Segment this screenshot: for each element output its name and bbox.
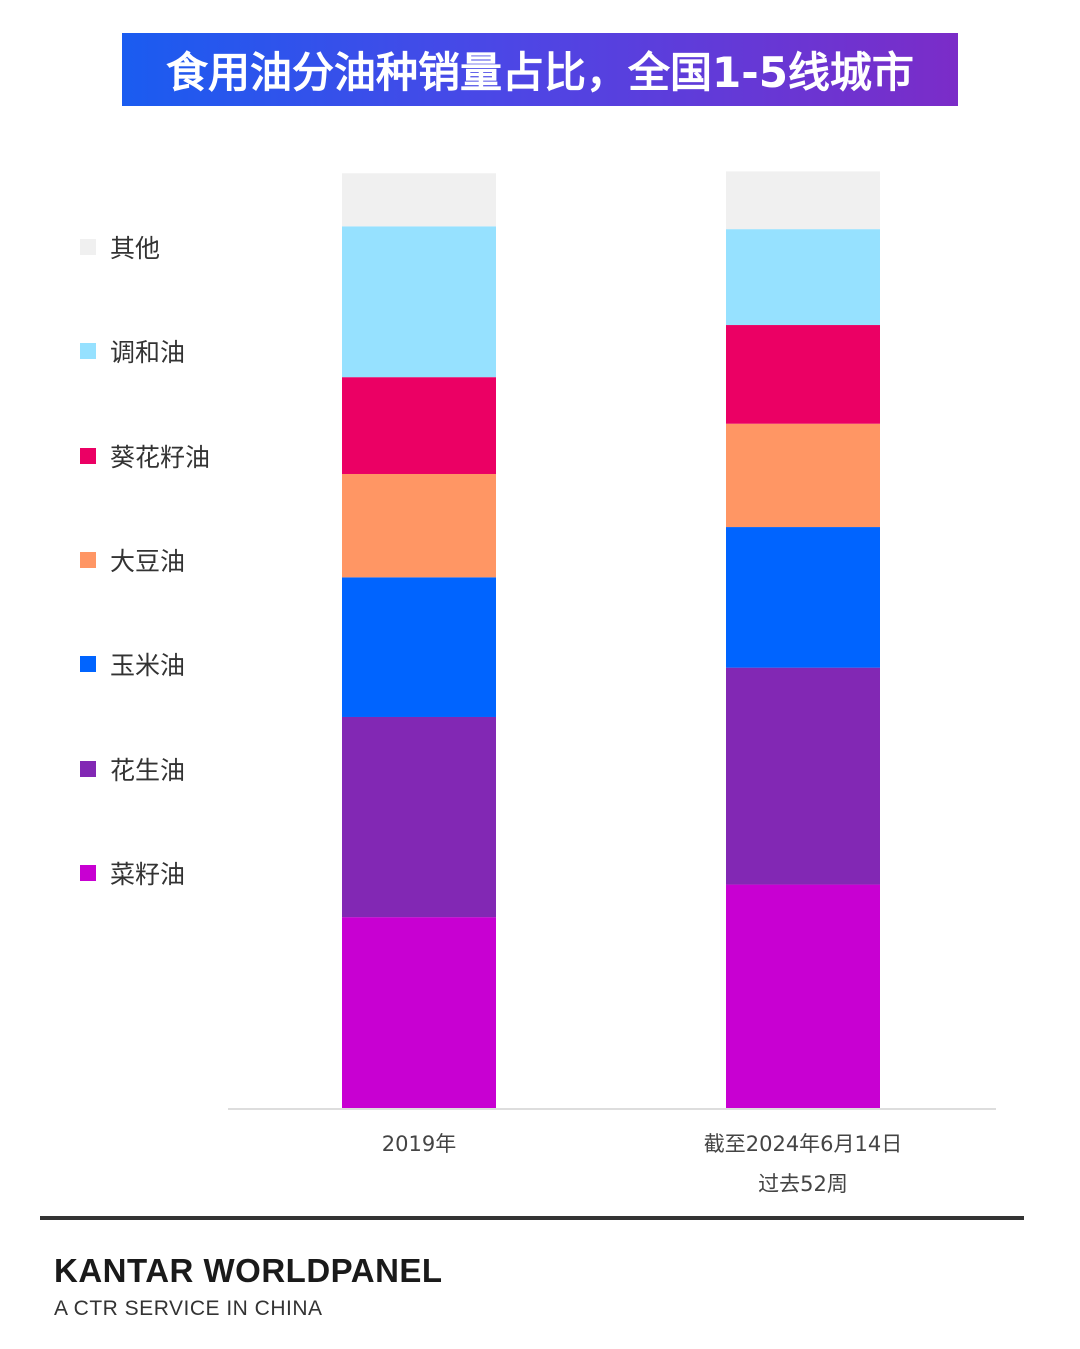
bar-segment (342, 917, 496, 1108)
legend-swatch (80, 551, 96, 568)
legend-swatch (80, 760, 96, 777)
legend-item: 大豆油 (80, 545, 186, 576)
bar-segment (342, 173, 496, 227)
bar-segment (342, 716, 496, 918)
bar-segment (726, 171, 880, 230)
x-tick-label: 2019年 (382, 1132, 456, 1156)
bar-segment (342, 377, 496, 474)
legend-swatch (80, 343, 96, 360)
legend-swatch (80, 239, 96, 255)
legend-item: 花生油 (80, 754, 186, 785)
legend-label: 玉米油 (110, 651, 186, 681)
legend-label: 调和油 (110, 338, 186, 368)
bar-segment (726, 325, 880, 424)
legend-swatch (80, 656, 96, 673)
brand-tagline: A CTR SERVICE IN CHINA (54, 1297, 323, 1320)
bar-segment (726, 667, 880, 885)
x-tick-label: 截至2024年6月14日 (704, 1132, 903, 1156)
legend-label: 菜籽油 (110, 859, 186, 889)
x-tick-label: 过去52周 (758, 1172, 848, 1196)
bar-segment (726, 229, 880, 326)
legend-item: 调和油 (80, 336, 186, 368)
legend-swatch (80, 864, 96, 881)
bar-segment (342, 473, 496, 578)
bar-segment (726, 884, 880, 1108)
legend-label: 大豆油 (110, 546, 186, 576)
bar-segment (342, 226, 496, 378)
brand-logo-text: KANTAR WORLDPANEL (54, 1252, 443, 1289)
legend-item: 玉米油 (80, 649, 186, 681)
chart-title: 食用油分油种销量占比，全国1-5线城市 (166, 48, 914, 97)
bar-segment (726, 527, 880, 668)
legend-label: 葵花籽油 (110, 442, 211, 472)
bar-segment (726, 423, 880, 528)
title-banner: 食用油分油种销量占比，全国1-5线城市 (122, 33, 958, 106)
footer-divider (40, 1216, 1024, 1220)
legend-label: 其他 (110, 234, 161, 263)
legend-label: 花生油 (110, 755, 186, 785)
legend-item: 其他 (80, 232, 161, 263)
bar-segment (342, 577, 496, 717)
legend-swatch (80, 447, 96, 464)
legend-item: 葵花籽油 (80, 441, 211, 472)
legend-item: 菜籽油 (80, 858, 186, 889)
